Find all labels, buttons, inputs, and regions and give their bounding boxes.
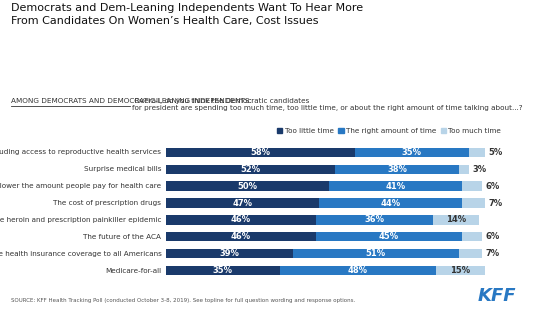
Bar <box>433 215 479 225</box>
Bar <box>436 266 485 275</box>
Text: 38%: 38% <box>387 165 407 174</box>
Bar <box>459 249 482 258</box>
Text: 5%: 5% <box>489 148 502 157</box>
Text: 36%: 36% <box>364 216 384 225</box>
Text: 46%: 46% <box>231 232 251 241</box>
Bar <box>328 182 462 191</box>
Text: 41%: 41% <box>385 182 406 191</box>
Text: 45%: 45% <box>379 232 399 241</box>
Text: 3%: 3% <box>472 165 486 174</box>
Text: 6%: 6% <box>485 182 499 191</box>
Text: 52%: 52% <box>240 165 261 174</box>
Bar <box>462 182 482 191</box>
Text: 47%: 47% <box>232 198 252 207</box>
Text: 35%: 35% <box>213 266 232 275</box>
Bar <box>166 165 335 174</box>
Bar <box>166 182 328 191</box>
Text: The heroin and prescription painkiller epidemic: The heroin and prescription painkiller e… <box>0 217 161 223</box>
Text: 48%: 48% <box>348 266 368 275</box>
Bar <box>335 165 459 174</box>
Text: SOURCE: KFF Health Tracking Poll (conducted October 3-8, 2019). See topline for : SOURCE: KFF Health Tracking Poll (conduc… <box>11 298 355 303</box>
Text: 15%: 15% <box>450 266 471 275</box>
Text: Democrats and Dem-Leaning Independents Want To Hear More
From Candidates On Wome: Democrats and Dem-Leaning Independents W… <box>11 3 363 26</box>
Text: 7%: 7% <box>485 249 499 258</box>
Text: KFF: KFF <box>477 287 516 305</box>
Text: 35%: 35% <box>402 148 422 157</box>
Text: Ways to lower the amount people pay for health care: Ways to lower the amount people pay for … <box>0 183 161 189</box>
Bar <box>462 198 485 208</box>
Text: 14%: 14% <box>445 216 466 225</box>
Text: 7%: 7% <box>489 198 502 207</box>
Bar <box>166 232 316 241</box>
Text: Surprise medical bills: Surprise medical bills <box>84 166 161 172</box>
Text: 44%: 44% <box>380 198 401 207</box>
Bar <box>459 165 469 174</box>
Bar <box>166 249 293 258</box>
Text: 39%: 39% <box>219 249 239 258</box>
Legend: Too little time, The right amount of time, Too much time: Too little time, The right amount of tim… <box>274 125 504 137</box>
Bar <box>319 198 462 208</box>
Bar <box>166 266 280 275</box>
Text: AMONG DEMOCRATS AND DEMOCRATIC-LEANING INDEPENDENTS:: AMONG DEMOCRATS AND DEMOCRATIC-LEANING I… <box>11 98 252 104</box>
Bar <box>293 249 459 258</box>
Bar <box>354 148 469 157</box>
Text: 50%: 50% <box>237 182 257 191</box>
Text: 51%: 51% <box>366 249 386 258</box>
Bar <box>469 148 485 157</box>
Text: Women’s health care, including access to reproductive health services: Women’s health care, including access to… <box>0 149 161 156</box>
Bar <box>280 266 436 275</box>
Text: 6%: 6% <box>485 232 499 241</box>
Bar <box>166 215 316 225</box>
Text: 46%: 46% <box>231 216 251 225</box>
Text: Ways to provide health insurance coverage to all Americans: Ways to provide health insurance coverag… <box>0 251 161 257</box>
Bar <box>166 148 354 157</box>
Text: 58%: 58% <box>250 148 270 157</box>
Bar <box>316 215 433 225</box>
Bar <box>316 232 462 241</box>
Bar <box>462 232 482 241</box>
Text: The cost of prescription drugs: The cost of prescription drugs <box>54 200 161 206</box>
Text: Medicare-for-all: Medicare-for-all <box>105 267 161 274</box>
Bar <box>166 198 319 208</box>
Text: The future of the ACA: The future of the ACA <box>83 234 161 240</box>
Text: Overall, do you think the Democratic candidates
for president are spending too m: Overall, do you think the Democratic can… <box>131 98 522 111</box>
